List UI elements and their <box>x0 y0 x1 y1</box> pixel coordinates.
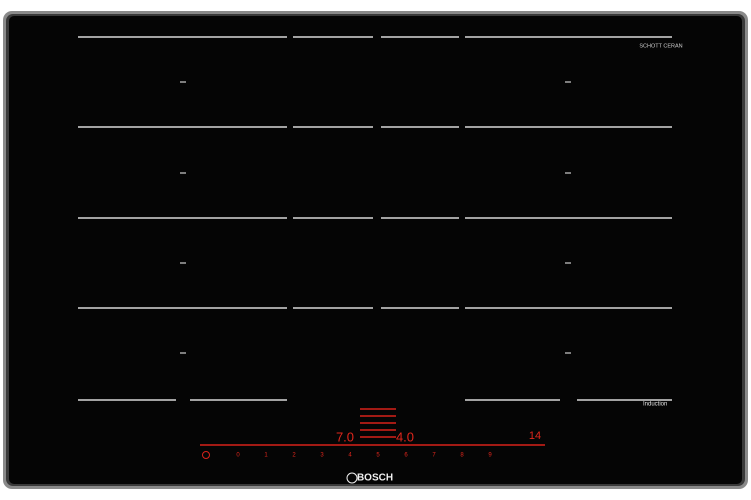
power-level: 5 <box>376 453 380 459</box>
power-level: 9 <box>488 453 492 459</box>
power-level: 4 <box>348 453 352 459</box>
brand-logo: BOSCH <box>357 473 393 484</box>
glass-surface <box>9 16 742 484</box>
power-level: 1 <box>264 453 268 459</box>
power-level: 2 <box>292 453 296 459</box>
power-level: 0 <box>236 453 240 459</box>
power-level: 8 <box>460 453 464 459</box>
left-display: 7.0 <box>336 429 354 444</box>
zone-label: Induction <box>643 402 667 408</box>
brand-emblem <box>346 472 358 484</box>
power-level: 6 <box>404 453 408 459</box>
timer-display: 14 <box>529 430 541 442</box>
glass-brand: SCHOTT CERAN <box>639 43 682 49</box>
power-level: 3 <box>320 453 324 459</box>
power-level: 7 <box>432 453 436 459</box>
right-display: 4.0 <box>396 429 414 444</box>
power-button <box>202 451 210 459</box>
